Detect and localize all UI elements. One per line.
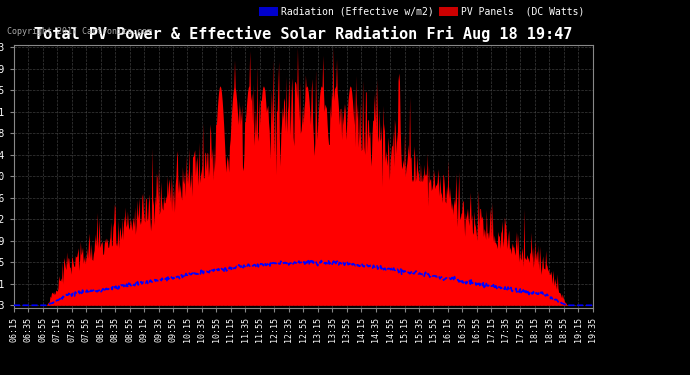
Text: Copyright 2017 Cartronics.com: Copyright 2017 Cartronics.com (7, 27, 152, 36)
Title: Total PV Power & Effective Solar Radiation Fri Aug 18 19:47: Total PV Power & Effective Solar Radiati… (34, 27, 573, 42)
Legend: Radiation (Effective w/m2), PV Panels  (DC Watts): Radiation (Effective w/m2), PV Panels (D… (255, 3, 589, 21)
